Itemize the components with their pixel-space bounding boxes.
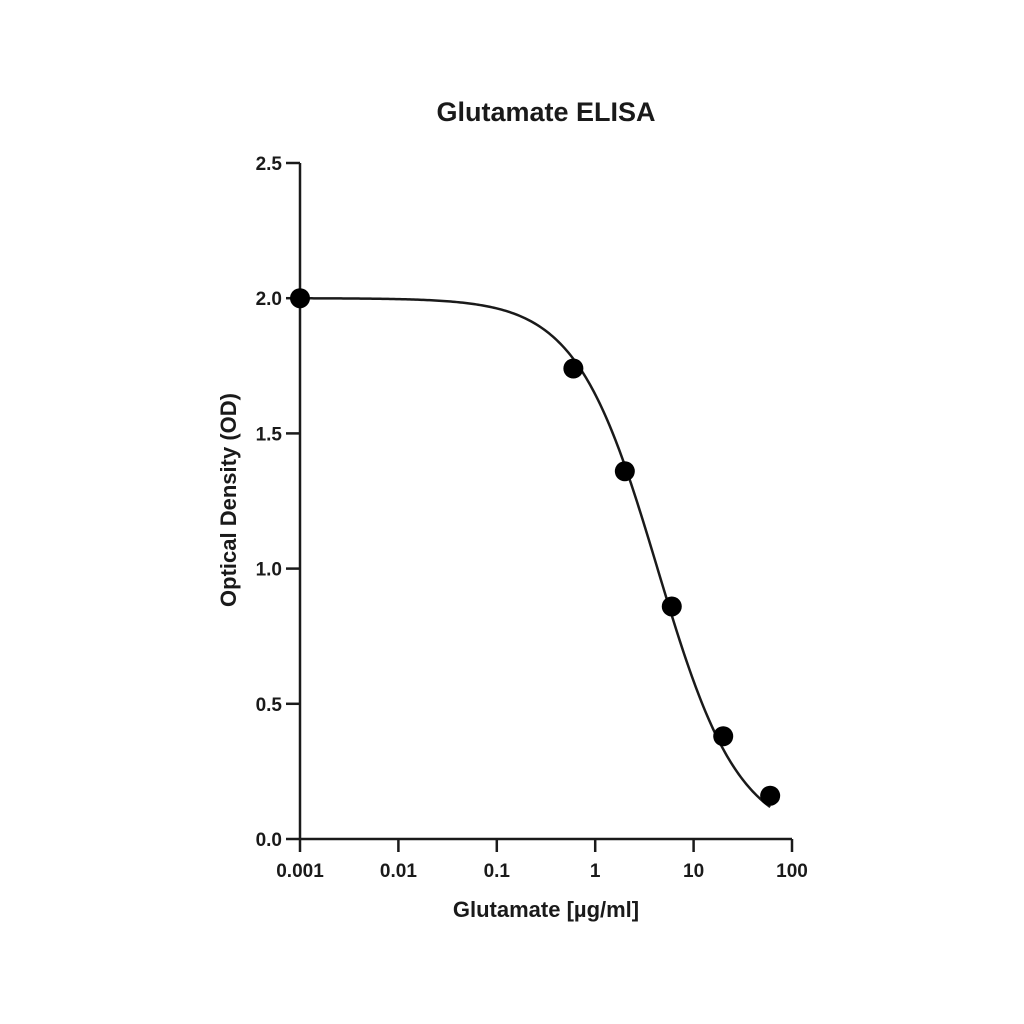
data-point (661, 596, 682, 617)
fit-curve-layer (299, 297, 771, 809)
chart-title: Glutamate ELISA (436, 97, 655, 127)
x-axis: 0.001 0.01 0.1 1 10 100 (276, 837, 808, 882)
x-tick-label: 1 (590, 861, 601, 882)
x-tick-label: 0.01 (380, 861, 417, 882)
data-points (290, 288, 781, 806)
data-point (290, 288, 310, 309)
y-tick-label: 2.0 (256, 289, 282, 310)
x-tick-label: 100 (776, 861, 808, 882)
y-tick-label: 0.5 (256, 695, 283, 716)
data-point (713, 726, 734, 747)
x-tick-label: 10 (683, 861, 704, 882)
data-point (760, 785, 781, 806)
data-point (614, 461, 635, 482)
x-tick-label: 0.001 (276, 861, 324, 882)
y-tick-label: 1.0 (256, 560, 282, 581)
x-tick-label: 0.1 (484, 861, 511, 882)
x-axis-label: Glutamate [µg/ml] (453, 897, 639, 922)
y-tick-label: 2.5 (256, 154, 283, 175)
data-point (563, 358, 584, 379)
y-axis-label: Optical Density (OD) (216, 393, 241, 607)
y-tick-label: 1.5 (256, 424, 283, 445)
y-tick-label: 0.0 (256, 830, 282, 851)
fit-curve (299, 297, 771, 809)
y-axis: 0.0 0.5 1.0 1.5 2.0 2.5 (256, 154, 302, 851)
